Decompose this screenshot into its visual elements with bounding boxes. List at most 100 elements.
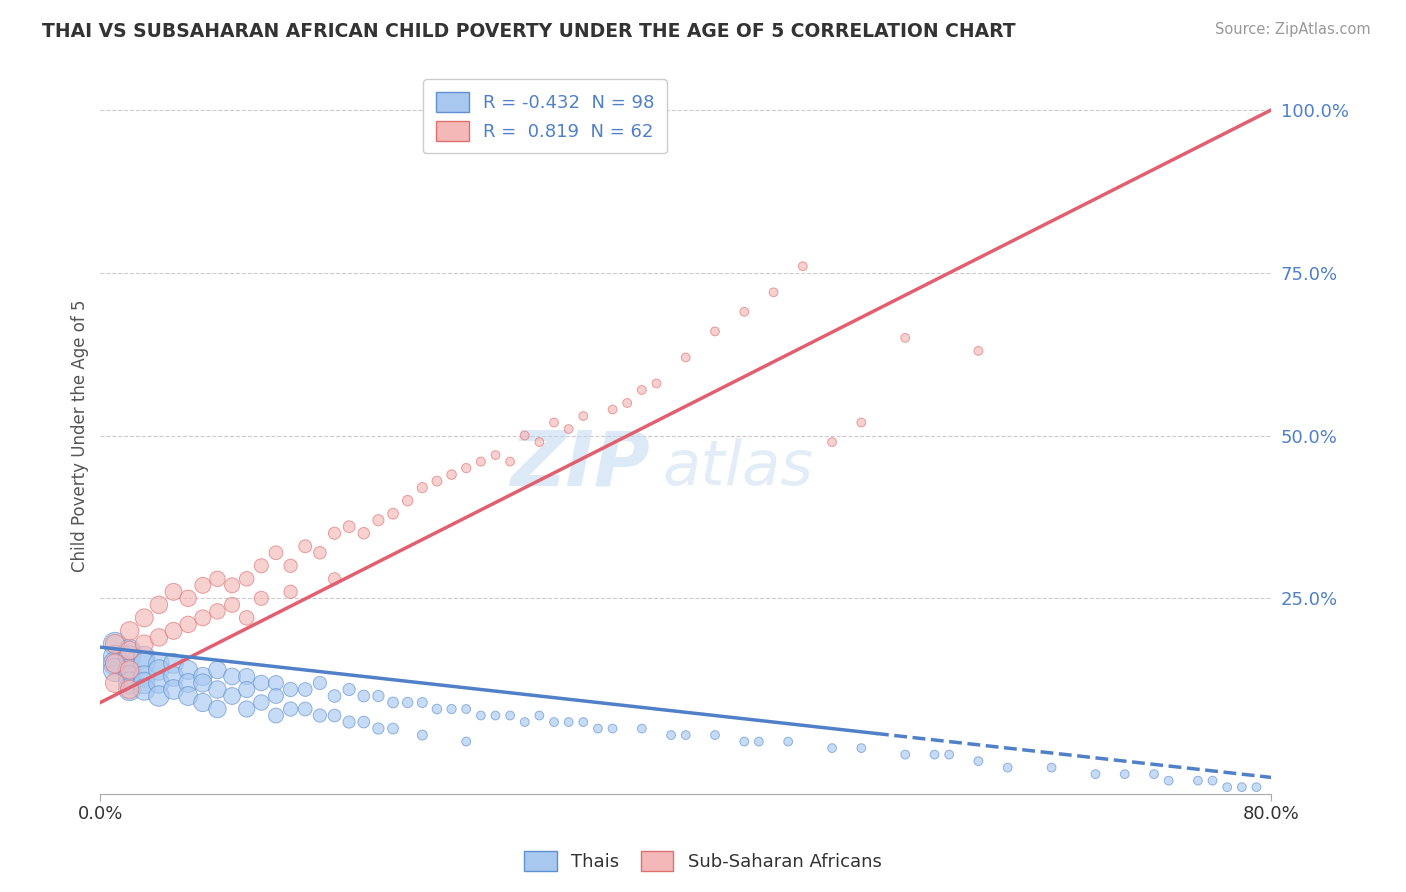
Point xyxy=(1201,773,1223,788)
Point xyxy=(851,416,873,430)
Point xyxy=(851,741,873,756)
Point xyxy=(1084,767,1107,781)
Point xyxy=(821,435,844,450)
Point xyxy=(513,428,536,442)
Point xyxy=(235,611,257,625)
Point xyxy=(191,676,214,690)
Point xyxy=(396,493,419,508)
Point xyxy=(704,728,727,742)
Point xyxy=(221,689,243,703)
Point xyxy=(177,663,200,677)
Point xyxy=(894,747,917,762)
Point xyxy=(323,708,346,723)
Point xyxy=(602,402,624,417)
Point xyxy=(323,526,346,541)
Point xyxy=(250,696,273,710)
Point xyxy=(470,454,492,468)
Point xyxy=(499,454,522,468)
Point xyxy=(118,682,141,697)
Point xyxy=(382,722,405,736)
Point xyxy=(543,416,565,430)
Point xyxy=(456,461,478,475)
Point xyxy=(630,722,652,736)
Point xyxy=(177,689,200,703)
Point xyxy=(104,676,127,690)
Point xyxy=(162,584,184,599)
Point xyxy=(162,657,184,671)
Point xyxy=(997,761,1019,775)
Text: Source: ZipAtlas.com: Source: ZipAtlas.com xyxy=(1215,22,1371,37)
Point xyxy=(191,578,214,592)
Point xyxy=(353,689,375,703)
Point xyxy=(924,747,946,762)
Point xyxy=(148,663,170,677)
Point xyxy=(894,331,917,345)
Point xyxy=(264,676,287,690)
Point xyxy=(235,572,257,586)
Point xyxy=(118,649,141,664)
Point xyxy=(148,657,170,671)
Point xyxy=(748,734,770,748)
Point xyxy=(221,578,243,592)
Point xyxy=(177,676,200,690)
Point xyxy=(513,714,536,729)
Point xyxy=(134,657,156,671)
Point xyxy=(456,702,478,716)
Legend: R = -0.432  N = 98, R =  0.819  N = 62: R = -0.432 N = 98, R = 0.819 N = 62 xyxy=(423,79,666,153)
Point xyxy=(411,696,433,710)
Point xyxy=(675,728,697,742)
Point xyxy=(411,481,433,495)
Point xyxy=(645,376,668,391)
Point xyxy=(118,676,141,690)
Text: ZIP: ZIP xyxy=(510,427,651,501)
Point xyxy=(792,260,814,274)
Point xyxy=(1040,761,1063,775)
Point xyxy=(162,669,184,683)
Point xyxy=(367,513,389,527)
Point xyxy=(221,669,243,683)
Point xyxy=(264,689,287,703)
Point xyxy=(309,546,332,560)
Point xyxy=(264,546,287,560)
Point xyxy=(440,467,463,482)
Y-axis label: Child Poverty Under the Age of 5: Child Poverty Under the Age of 5 xyxy=(72,300,89,572)
Point xyxy=(294,682,316,697)
Point xyxy=(382,696,405,710)
Point xyxy=(337,714,360,729)
Point xyxy=(235,702,257,716)
Point xyxy=(396,696,419,710)
Point xyxy=(118,663,141,677)
Point xyxy=(118,643,141,657)
Text: THAI VS SUBSAHARAN AFRICAN CHILD POVERTY UNDER THE AGE OF 5 CORRELATION CHART: THAI VS SUBSAHARAN AFRICAN CHILD POVERTY… xyxy=(42,22,1015,41)
Point xyxy=(382,507,405,521)
Point xyxy=(207,663,229,677)
Point xyxy=(148,689,170,703)
Point xyxy=(1216,780,1239,794)
Point xyxy=(704,324,727,338)
Point xyxy=(207,682,229,697)
Point xyxy=(250,676,273,690)
Point xyxy=(235,669,257,683)
Point xyxy=(148,631,170,645)
Point xyxy=(104,657,127,671)
Point xyxy=(309,708,332,723)
Point xyxy=(543,714,565,729)
Point xyxy=(118,643,141,657)
Point xyxy=(367,689,389,703)
Point xyxy=(309,676,332,690)
Point xyxy=(440,702,463,716)
Point xyxy=(280,584,302,599)
Point xyxy=(411,728,433,742)
Point xyxy=(586,722,609,736)
Point xyxy=(177,591,200,606)
Point xyxy=(221,598,243,612)
Point xyxy=(177,617,200,632)
Point xyxy=(280,682,302,697)
Text: atlas: atlas xyxy=(662,438,813,498)
Point xyxy=(280,558,302,573)
Point xyxy=(1143,767,1166,781)
Point xyxy=(353,714,375,729)
Point xyxy=(1157,773,1180,788)
Point xyxy=(104,637,127,651)
Point xyxy=(733,734,755,748)
